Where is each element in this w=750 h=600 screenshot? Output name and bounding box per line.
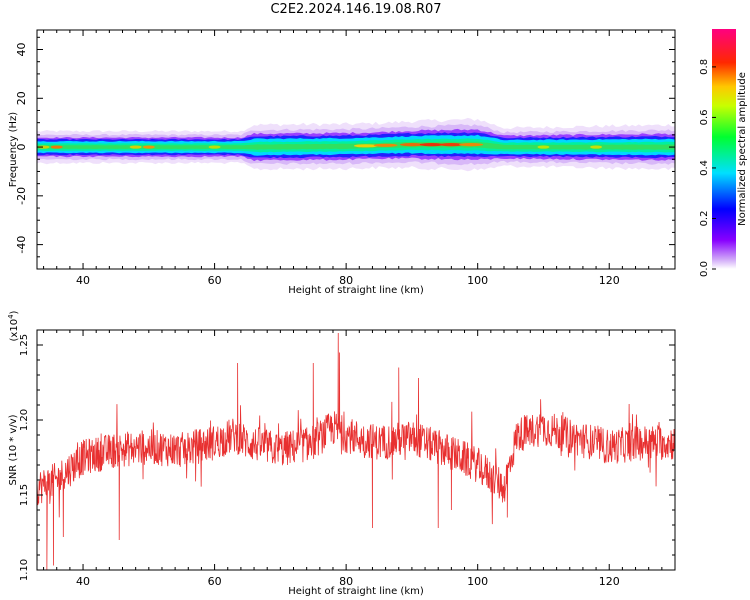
colorbar-tick-label: 0.4	[699, 160, 710, 176]
spectrogram-panel: 40 60 80 100 120 -40 -20 0 20 40 Height of straigh…	[8, 29, 676, 296]
y-axis-label: Frequency (Hz)	[8, 112, 19, 188]
x-tick-label: 100	[467, 274, 488, 287]
band-hotspot	[37, 145, 50, 149]
band-hotspot	[373, 143, 398, 147]
spectrogram-image	[37, 117, 675, 172]
colorbar-tick-label: 0.0	[699, 261, 710, 277]
snr-plot-area	[37, 332, 675, 570]
figure-title: C2E2.2024.146.19.08.R07	[270, 2, 442, 17]
y-tick-label: 1.15	[19, 484, 30, 506]
band-hotspot	[142, 145, 155, 149]
colorbar-tick-label: 0.2	[699, 211, 710, 227]
y-tick-label: -40	[15, 236, 28, 254]
colorbar-label: Normalized spectral amplitude	[737, 72, 748, 226]
y-tick-label: 1.20	[19, 409, 30, 431]
spectrogram-frame	[36, 29, 676, 270]
band-hotspot	[537, 145, 550, 149]
y-tick-label: 40	[15, 43, 28, 57]
x-axis-label: Height of straight line (km)	[288, 586, 424, 597]
x-tick-label: 80	[339, 575, 353, 588]
band-hotspot	[399, 143, 424, 147]
snr-series-line	[37, 332, 675, 570]
x-tick-label: 80	[339, 274, 353, 287]
band-hotspot	[208, 145, 221, 149]
y-tick-label: 1.25	[19, 334, 30, 356]
y-scale-factor: (x104)	[7, 310, 20, 341]
band-hotspot	[129, 145, 142, 149]
x-tick-label: 120	[599, 575, 620, 588]
colorbar-tick-label: 0.8	[699, 59, 710, 75]
x-tick-label: 120	[599, 274, 620, 287]
x-tick-label: 100	[467, 575, 488, 588]
x-axis-label: Height of straight line (km)	[288, 285, 424, 296]
x-tick-label: 60	[208, 575, 222, 588]
y-tick-label: 1.10	[19, 559, 30, 581]
colorbar-tick-label: 0.6	[699, 109, 710, 125]
band-hotspot	[50, 145, 63, 149]
y-axis-label: SNR (10 * v/v)	[8, 414, 19, 485]
colorbar-gradient	[712, 29, 736, 269]
x-tick-label: 40	[76, 274, 90, 287]
band-hotspot	[353, 144, 378, 148]
band-hotspot	[590, 145, 603, 149]
y-tick-label: -20	[15, 187, 28, 205]
band-hotspot	[439, 143, 464, 147]
y-tick-label: 0	[15, 144, 28, 151]
x-tick-label: 40	[76, 575, 90, 588]
band-hotspot	[419, 143, 444, 147]
band-hotspot	[459, 143, 484, 147]
x-tick-label: 60	[208, 274, 222, 287]
colorbar: 0.0 0.2 0.4 0.6 0.8 Normalized spectral ampli…	[699, 29, 748, 277]
y-tick-label: 20	[15, 91, 28, 105]
snr-panel: 40 60 80 100 120 1.10 1.15 1.20 1.25 Height of st…	[7, 310, 676, 597]
